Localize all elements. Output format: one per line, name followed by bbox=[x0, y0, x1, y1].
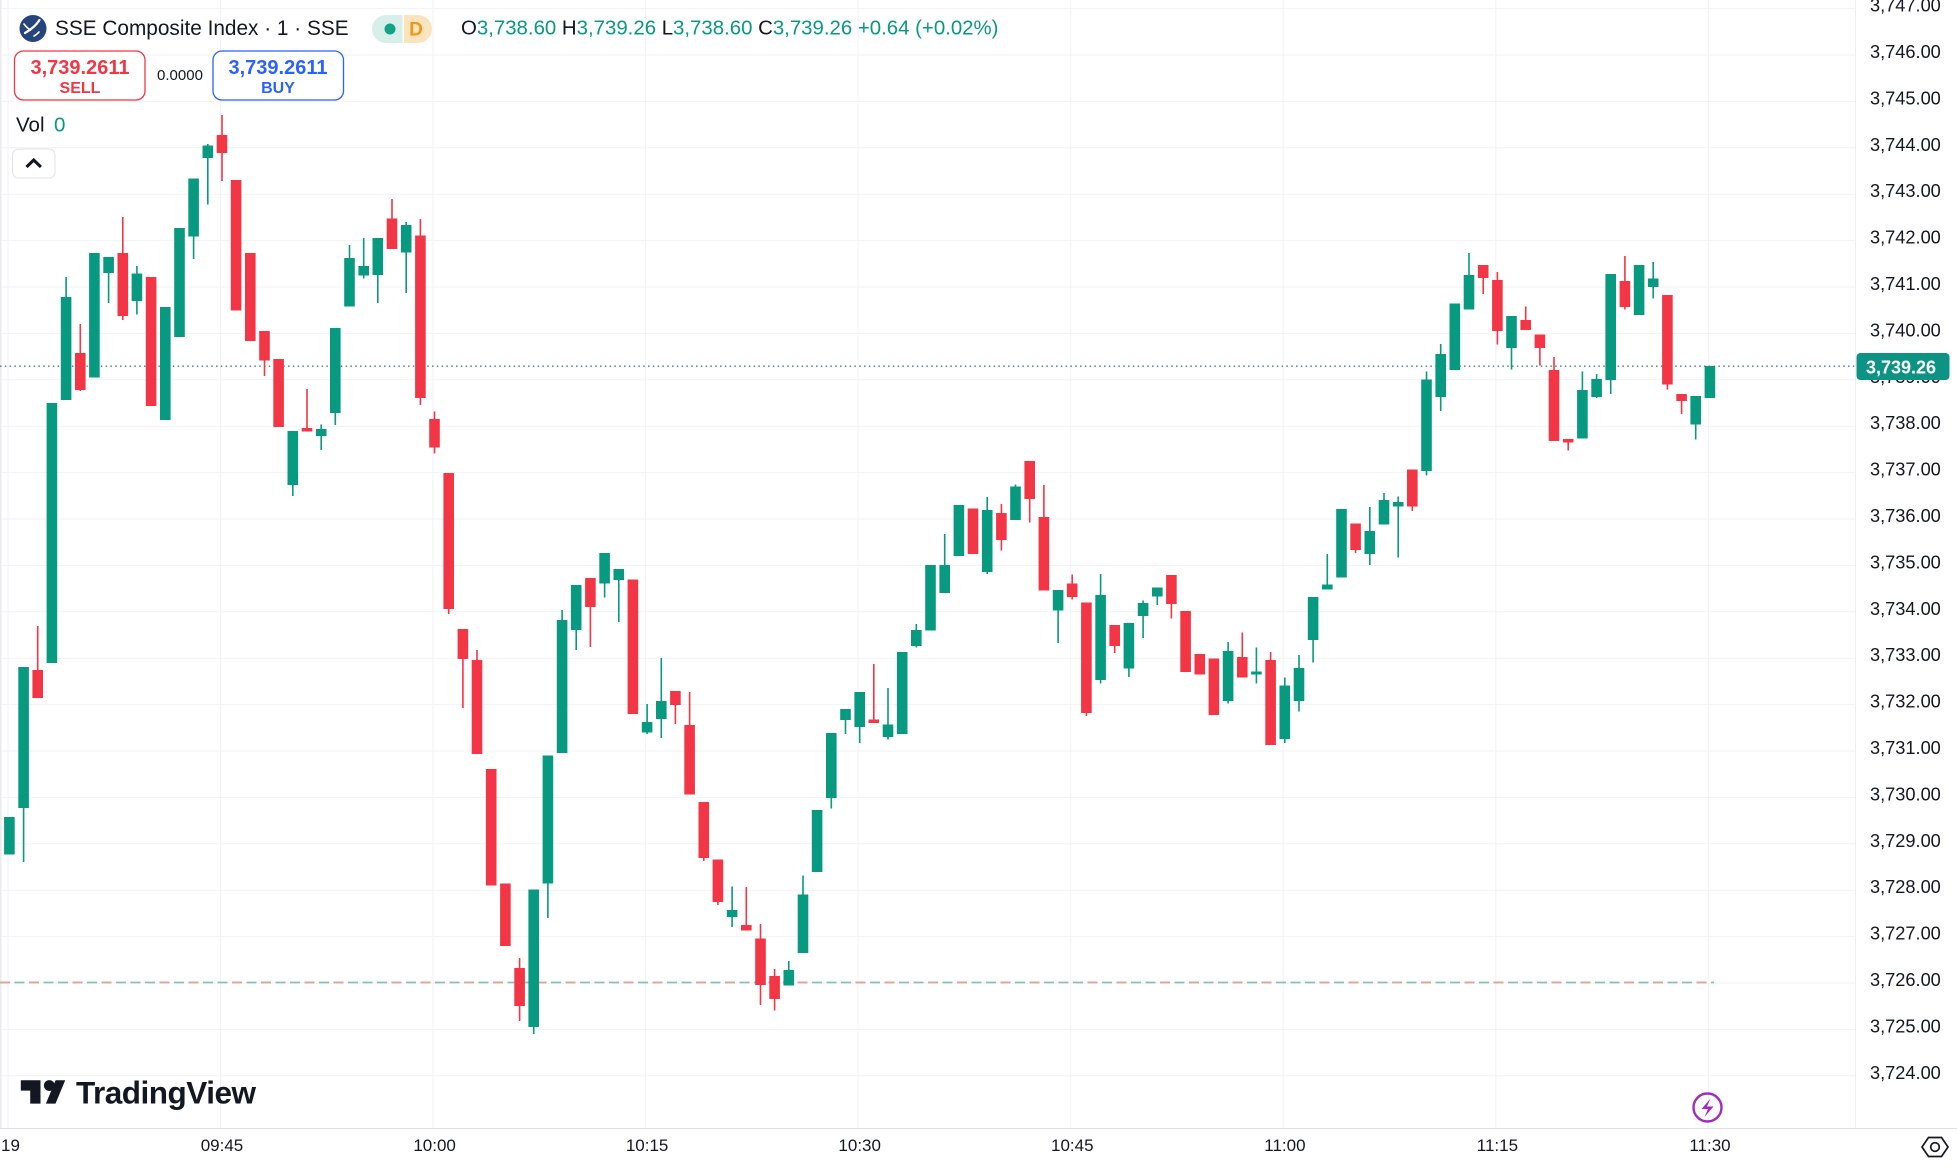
svg-text:3,746.00: 3,746.00 bbox=[1870, 42, 1941, 62]
svg-text:3,730.00: 3,730.00 bbox=[1870, 784, 1941, 804]
svg-text:3,739.26: 3,739.26 bbox=[1866, 358, 1936, 378]
svg-text:11:15: 11:15 bbox=[1477, 1136, 1518, 1155]
svg-text:3,731.00: 3,731.00 bbox=[1870, 738, 1941, 758]
svg-text:3,745.00: 3,745.00 bbox=[1870, 88, 1941, 108]
svg-text:3,740.00: 3,740.00 bbox=[1870, 320, 1941, 340]
svg-text:10:45: 10:45 bbox=[1051, 1136, 1094, 1155]
svg-text:3,728.00: 3,728.00 bbox=[1870, 877, 1941, 897]
svg-text:09:45: 09:45 bbox=[201, 1136, 244, 1155]
svg-text:3,742.00: 3,742.00 bbox=[1870, 228, 1941, 248]
svg-text:3,733.00: 3,733.00 bbox=[1870, 645, 1941, 665]
svg-text:3,724.00: 3,724.00 bbox=[1870, 1063, 1941, 1083]
svg-text:3,744.00: 3,744.00 bbox=[1870, 135, 1941, 155]
svg-text:O3,738.60 H3,739.26 L3,738.60: O3,738.60 H3,739.26 L3,738.60 C3,739.26 … bbox=[461, 18, 998, 40]
svg-text:3,737.00: 3,737.00 bbox=[1870, 460, 1941, 480]
svg-text:SELL: SELL bbox=[60, 80, 101, 97]
svg-text:10:00: 10:00 bbox=[413, 1136, 456, 1155]
svg-text:0: 0 bbox=[54, 114, 65, 137]
svg-text:10:30: 10:30 bbox=[838, 1136, 881, 1155]
svg-text:3,726.00: 3,726.00 bbox=[1870, 970, 1941, 990]
svg-text:3,747.00: 3,747.00 bbox=[1870, 0, 1941, 16]
svg-text:3,735.00: 3,735.00 bbox=[1870, 552, 1941, 572]
svg-text:11:00: 11:00 bbox=[1264, 1136, 1305, 1155]
svg-text:TradingView: TradingView bbox=[76, 1075, 256, 1111]
svg-text:11:30: 11:30 bbox=[1689, 1136, 1730, 1155]
svg-text:3,725.00: 3,725.00 bbox=[1870, 1016, 1941, 1036]
svg-text:3,739.2611: 3,739.2611 bbox=[31, 57, 130, 79]
svg-text:19: 19 bbox=[1, 1136, 20, 1155]
svg-text:Vol: Vol bbox=[16, 114, 45, 137]
svg-text:3,738.00: 3,738.00 bbox=[1870, 413, 1941, 433]
svg-text:3,743.00: 3,743.00 bbox=[1870, 181, 1941, 201]
svg-text:0.0000: 0.0000 bbox=[157, 67, 203, 84]
svg-text:3,736.00: 3,736.00 bbox=[1870, 506, 1941, 526]
svg-text:3,739.2611: 3,739.2611 bbox=[229, 57, 328, 79]
svg-text:3,729.00: 3,729.00 bbox=[1870, 831, 1941, 851]
svg-text:D: D bbox=[409, 20, 423, 41]
svg-text:10:15: 10:15 bbox=[626, 1136, 669, 1155]
svg-text:BUY: BUY bbox=[261, 80, 295, 97]
svg-text:SSE Composite Index · 1 · SSE: SSE Composite Index · 1 · SSE bbox=[55, 17, 349, 40]
svg-text:3,727.00: 3,727.00 bbox=[1870, 924, 1941, 944]
svg-text:3,741.00: 3,741.00 bbox=[1870, 274, 1941, 294]
svg-text:3,732.00: 3,732.00 bbox=[1870, 692, 1941, 712]
svg-text:3,734.00: 3,734.00 bbox=[1870, 599, 1941, 619]
